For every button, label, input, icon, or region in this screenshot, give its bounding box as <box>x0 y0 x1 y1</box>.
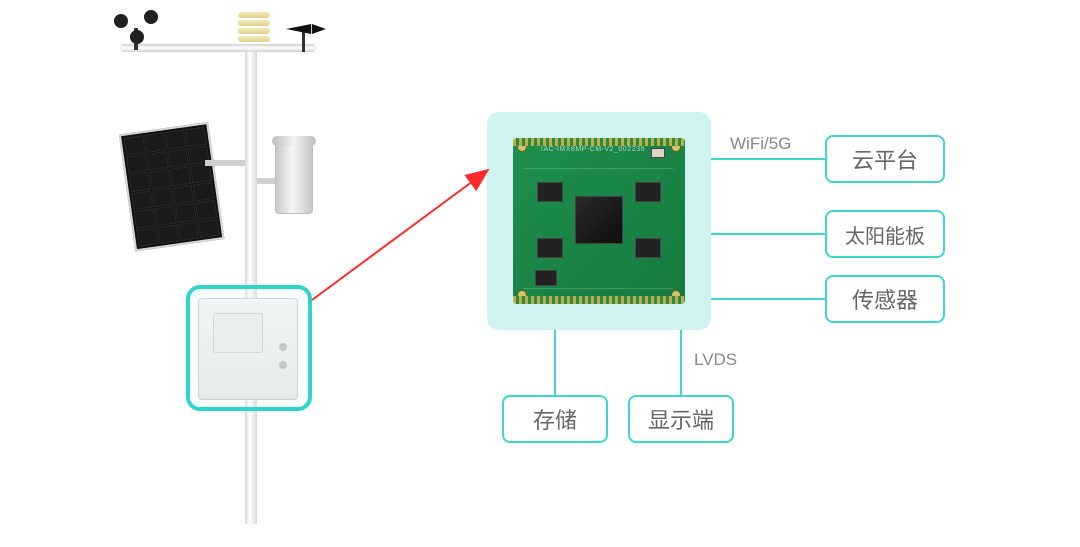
anemometer <box>112 10 162 50</box>
diagram-canvas: IAC-IMX8MP-CM-V2_00 2236 WiFi/5G LVDS 云平… <box>0 0 1080 547</box>
box-display: 显示端 <box>628 395 734 443</box>
box-storage-label: 存储 <box>533 403 577 435</box>
pcb-board: IAC-IMX8MP-CM-V2_00 2236 <box>513 138 685 304</box>
box-storage: 存储 <box>502 395 608 443</box>
wind-vane <box>282 18 330 48</box>
box-solar: 太阳能板 <box>825 210 945 258</box>
box-sensor: 传感器 <box>825 275 945 323</box>
rain-gauge-rim <box>272 136 316 146</box>
solar-panel <box>119 122 225 251</box>
conn-label-lvds: LVDS <box>694 350 737 370</box>
box-cloud-label: 云平台 <box>852 143 918 175</box>
conn-label-wifi5g: WiFi/5G <box>730 134 791 154</box>
box-sensor-label: 传感器 <box>852 283 918 315</box>
box-solar-label: 太阳能板 <box>845 220 925 249</box>
box-display-label: 显示端 <box>648 403 714 435</box>
solar-mount <box>205 160 245 166</box>
station-pole <box>245 44 257 524</box>
rain-gauge-mount <box>257 178 277 184</box>
radiation-shield <box>238 12 270 42</box>
enclosure-highlight <box>186 285 312 411</box>
box-cloud: 云平台 <box>825 135 945 183</box>
pcb-soc <box>575 196 623 244</box>
rain-gauge <box>275 140 313 214</box>
